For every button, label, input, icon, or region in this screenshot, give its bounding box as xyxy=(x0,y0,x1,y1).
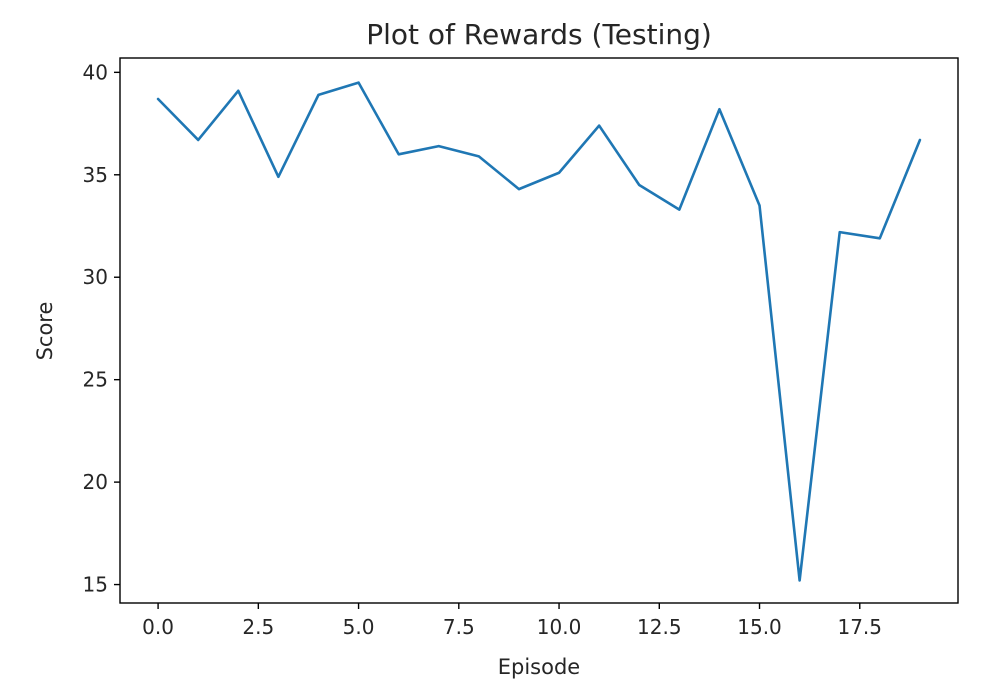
x-tick-label: 0.0 xyxy=(142,615,174,639)
x-tick-label: 17.5 xyxy=(837,615,882,639)
y-tick-label: 25 xyxy=(83,368,108,392)
x-tick-label: 5.0 xyxy=(343,615,375,639)
y-tick-label: 15 xyxy=(83,573,108,597)
x-tick-label: 7.5 xyxy=(443,615,475,639)
series-layer xyxy=(156,81,922,582)
x-tick-label: 12.5 xyxy=(637,615,682,639)
y-tick-label: 20 xyxy=(83,470,108,494)
plot-background xyxy=(120,58,958,603)
x-axis-ticks: 0.0 2.5 5.0 7.5 10.0 12.5 15.0 17.5 xyxy=(142,603,882,639)
plot-frame xyxy=(119,57,959,604)
x-tick-label: 2.5 xyxy=(242,615,274,639)
y-tick-label: 35 xyxy=(83,163,108,187)
chart-title: Plot of Rewards (Testing) xyxy=(366,18,712,51)
y-axis-ticks: 15 20 25 30 35 40 xyxy=(83,60,120,597)
y-tick-label: 40 xyxy=(83,60,108,84)
x-tick-label: 10.0 xyxy=(537,615,582,639)
y-tick-label: 30 xyxy=(83,265,108,289)
x-axis-label: Episode xyxy=(498,655,580,679)
y-axis-label: Score xyxy=(33,302,57,361)
score-series-line xyxy=(156,81,922,582)
x-tick-label: 15.0 xyxy=(737,615,782,639)
